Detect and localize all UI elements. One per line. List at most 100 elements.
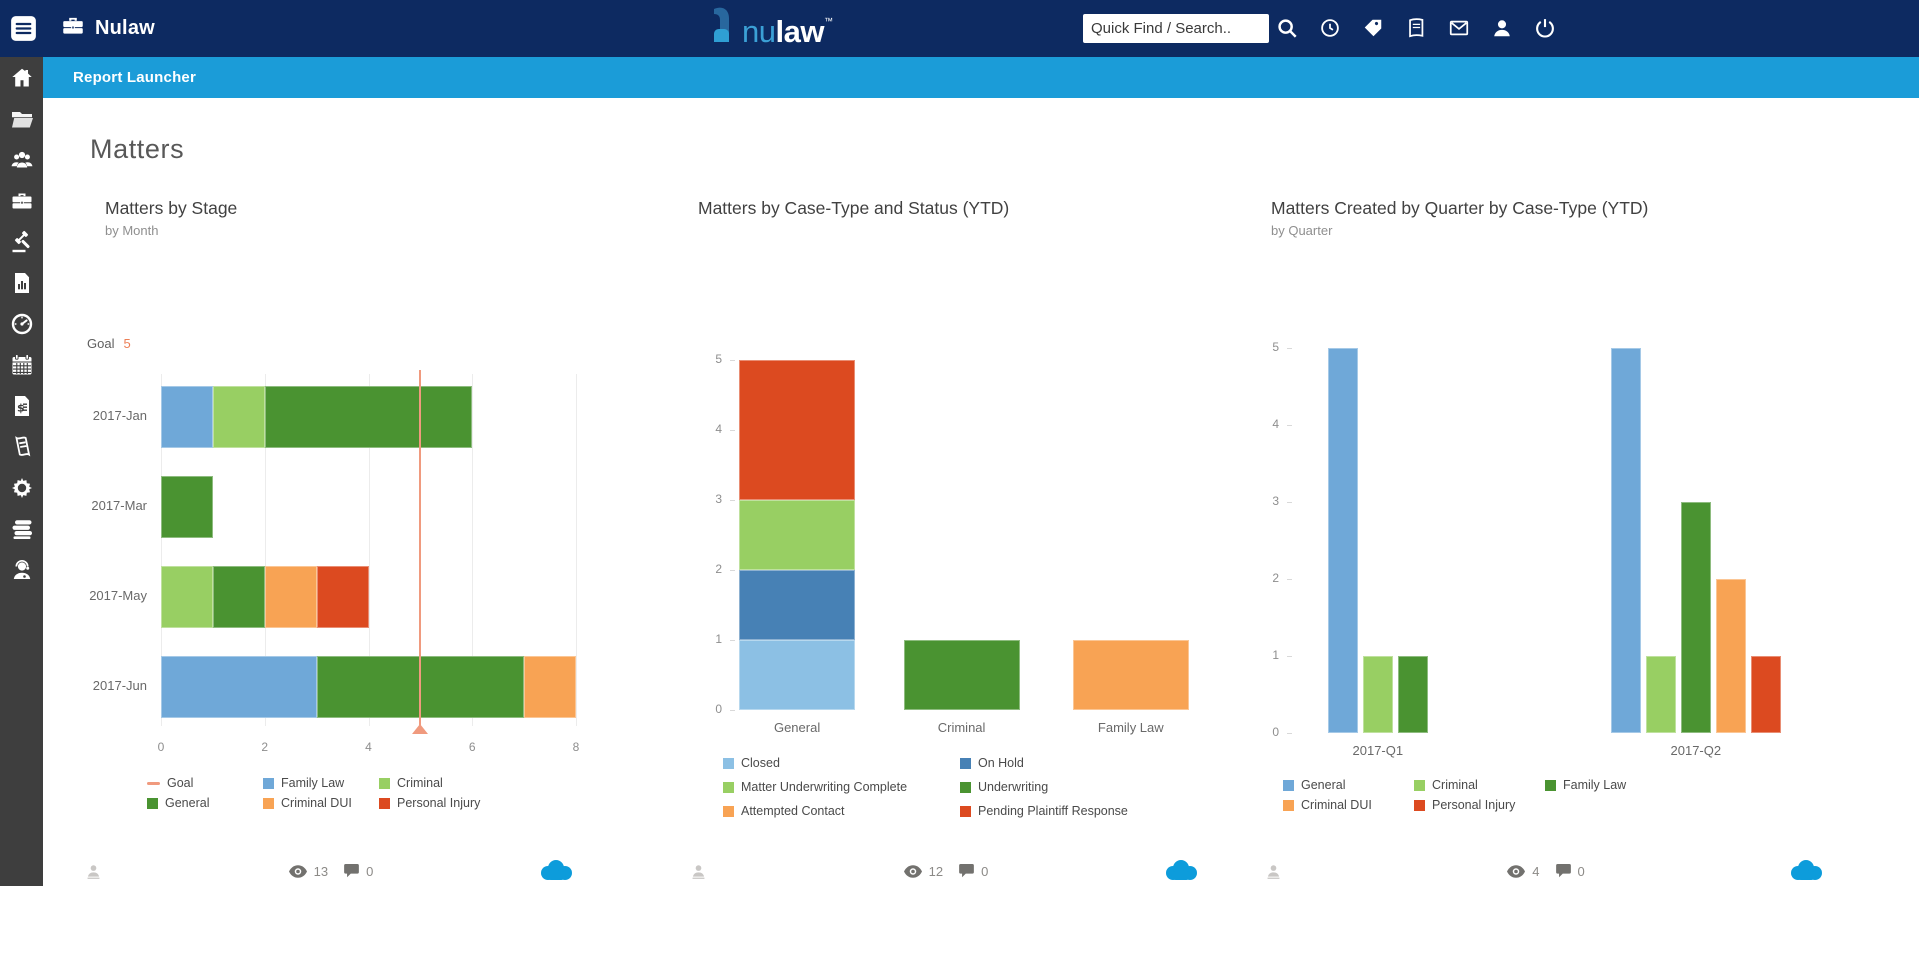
legend-item: Personal Injury [379,796,495,810]
sidebar-item-folder[interactable] [0,98,43,139]
sidebar-item-users[interactable] [0,139,43,180]
sidebar-item-library[interactable] [0,508,43,549]
menu-icon[interactable] [10,15,37,42]
brand[interactable]: Nulaw [60,0,155,57]
tag-icon[interactable] [1362,17,1384,39]
y-tick-label: 1 [715,632,722,646]
goal-label: Goal [87,336,115,351]
briefcase-icon [10,189,34,213]
chart-plot: 0 2 4 6 8 2017-Jan 2017-Mar 2017-May 2017-Jun [83,366,588,770]
owner-avatar-icon [85,863,102,880]
y-tick-mark [730,710,735,711]
sidebar-item-home[interactable] [0,57,43,98]
bar-criminal [1362,656,1393,733]
legend-item: General [147,796,263,810]
sidebar-item-billing[interactable]: $ [0,385,43,426]
legend-swatch [1414,779,1425,791]
comments-icon [959,864,974,878]
y-tick-label: 2 [1272,571,1279,585]
views-count: 12 [928,863,944,879]
bar-segment-pending-plaintiff-response [739,360,856,500]
report-icon [10,271,34,295]
sidebar-item-gavel[interactable] [0,221,43,262]
bar-segment-general [212,566,265,628]
sidebar-item-briefcase[interactable] [0,180,43,221]
bar-segment-attempted-contact [1072,640,1189,710]
category-label: 2017-Jan [92,408,147,423]
legend-label: Criminal [397,776,443,790]
search-icon[interactable] [1276,17,1298,39]
bar-segment-personal-injury [316,566,369,628]
goal-marker [412,724,429,734]
receipt-icon [10,435,34,459]
page-title: Matters [90,134,185,164]
legend-swatch [960,757,971,769]
topbar-icon-group [1276,17,1556,39]
legend-item: Underwriting [960,780,1197,794]
legend-item: Pending Plaintiff Response [960,804,1197,818]
bar-general [1610,348,1641,733]
x-tick-label: 6 [468,740,476,754]
user-icon[interactable] [1491,17,1513,39]
views-icon [903,864,922,878]
sidebar-item-report[interactable] [0,262,43,303]
chart-title: Matters by Stage [105,198,238,218]
ledger-icon[interactable] [1405,17,1427,39]
bar-personal-injury [1750,656,1781,733]
y-tick-mark [1287,656,1292,657]
legend-label: Family Law [1563,778,1627,792]
sidebar-item-gauge[interactable] [0,303,43,344]
chart-subtitle: by Quarter [1271,223,1333,238]
logo-text: nulaw™ [742,14,833,49]
y-tick-label: 1 [1272,648,1279,662]
comments-count: 0 [981,863,989,879]
folder-icon [10,107,34,131]
chart-legend: Closed On Hold Matter Underwriting Complet… [723,756,1197,818]
legend-label: Underwriting [978,780,1049,794]
calendar-icon [10,353,34,377]
y-tick-mark [1287,425,1292,426]
clock-icon[interactable] [1319,17,1341,39]
chart-subtitle: by Month [105,223,159,238]
y-tick-mark [730,360,735,361]
y-tick-mark [730,570,735,571]
comments-count: 0 [366,863,374,879]
legend-label: General [165,796,210,810]
legend-item: Criminal DUI [263,796,379,810]
bar-criminal [1645,656,1676,733]
chart-title: Matters by Case-Type and Status (YTD) [698,198,1010,218]
salesforce-cloud-icon [1788,858,1824,882]
legend-label: Matter Underwriting Complete [741,780,908,794]
legend-swatch [147,781,160,785]
bar-segment-underwriting [903,640,1020,710]
y-tick-mark [730,500,735,501]
category-label: 2017-Jun [92,678,147,693]
sidebar-item-support[interactable] [0,549,43,590]
chart-card-matters-created-by-quarter: Matters Created by Quarter by Case-Type … [1263,198,1838,898]
legend-item: Family Law [1545,778,1676,792]
sidebar-item-settings[interactable] [0,467,43,508]
search-input[interactable] [1083,14,1269,43]
y-tick-label: 4 [1272,417,1279,431]
owner-avatar-icon [1265,863,1282,880]
y-tick-label: 2 [715,562,722,576]
briefcase-brand-icon [60,13,86,44]
power-icon[interactable] [1534,17,1556,39]
y-tick-label: 5 [1272,340,1279,354]
nulaw-logo-mark-icon [706,4,736,51]
sidebar-item-calendar[interactable] [0,344,43,385]
mail-icon[interactable] [1448,17,1470,39]
sidebar-item-receipt[interactable] [0,426,43,467]
chart-stats: 13 0 [85,864,586,879]
salesforce-cloud-icon [1163,858,1199,882]
gavel-icon [10,230,34,254]
legend-label: Personal Injury [1432,798,1516,812]
users-icon [10,148,34,172]
category-label: 2017-Q2 [1670,743,1722,758]
bar-segment-family-law [161,656,317,718]
category-label: Criminal [937,720,986,735]
views-count: 13 [313,863,329,879]
legend-label: Attempted Contact [741,804,845,818]
legend-swatch [723,805,734,817]
legend-label: Closed [741,756,780,770]
